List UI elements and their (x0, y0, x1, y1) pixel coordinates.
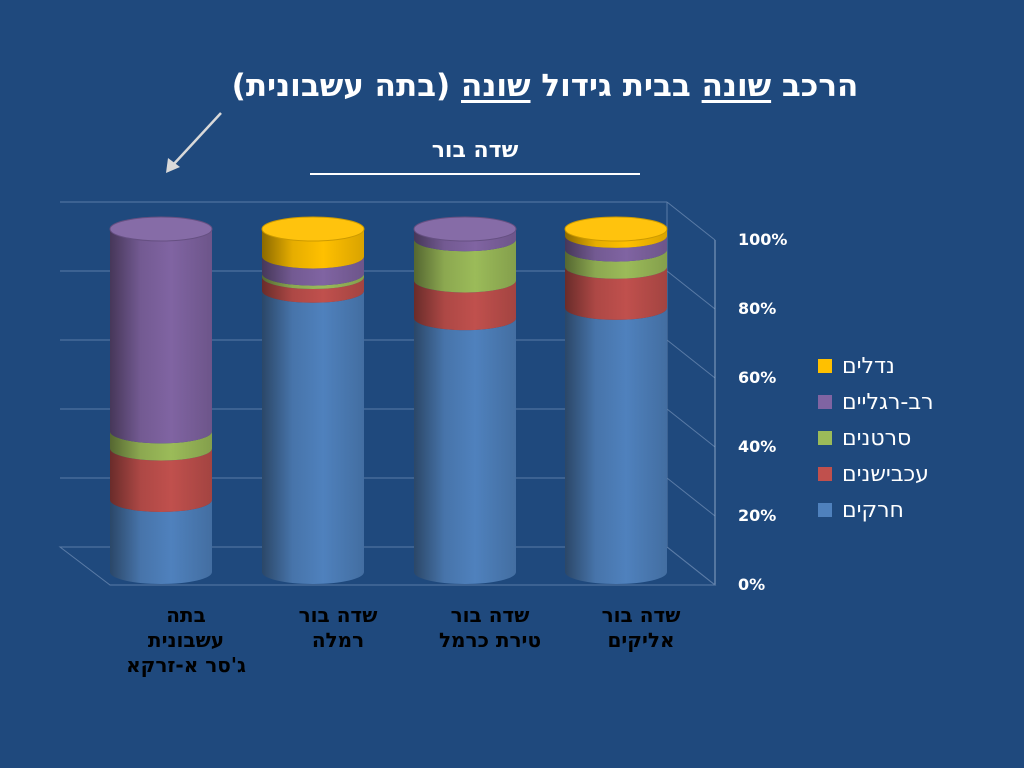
bar-segment-1-series-2 (110, 448, 212, 512)
legend-item-סרטנים: סרטנים (818, 420, 934, 456)
x-category-label-line: שדה בור (450, 603, 530, 627)
x-category-label-line: אליקים (607, 628, 675, 652)
x-category-label: בתה עשבונית ג'סר א-זרקא (96, 603, 276, 678)
legend-label: חרקים (842, 497, 904, 523)
legend-swatch (818, 431, 832, 445)
annotation-arrow (171, 112, 222, 167)
x-category-label-line: שדה בור (601, 603, 681, 627)
gridline-side (666, 408, 716, 448)
legend-item-רב-רגליים: רב-רגליים (818, 384, 934, 420)
y-tick-label: 80% (738, 299, 777, 318)
title-part-4: שונה (461, 68, 531, 104)
x-category-label-line: ג'סר א-זרקא (126, 653, 246, 677)
bar-segment-4-series-4 (565, 235, 667, 262)
y-tick-label: 40% (738, 437, 777, 456)
bar-segment-2-series-3 (262, 273, 364, 290)
bar-segment-2-series-4 (262, 256, 364, 286)
bar-segment-3-series-3 (414, 239, 516, 293)
y-tick-label: 20% (738, 506, 777, 525)
legend-label: נדלים (842, 353, 895, 379)
title-part-5: (בתה עשבונית) (231, 68, 462, 104)
y-tick-label: 0% (738, 575, 766, 594)
legend-item-חרקים: חרקים (818, 492, 934, 528)
bar-top-cap-3 (413, 216, 517, 242)
bar-segment-4-series-2 (565, 266, 667, 320)
x-category-label: שדה בור רמלה (248, 603, 428, 653)
bar-segment-3-series-1 (414, 318, 516, 584)
title-part-2: שונה (701, 68, 772, 104)
y-tick-label: 100% (738, 230, 788, 249)
bar-segment-1-series-1 (110, 499, 212, 584)
chart-legend: נדלים רב-רגליים סרטנים עכבישנים חרקים (818, 348, 934, 528)
legend-swatch (818, 395, 832, 409)
gridline-side (666, 201, 716, 241)
legend-label: רב-רגליים (842, 389, 934, 415)
legend-label: עכבישנים (842, 461, 929, 487)
chart-bars (109, 216, 668, 584)
x-category-label: שדה בור טירת כרמל (400, 603, 580, 653)
gridline-side (666, 270, 716, 310)
bar-segment-2-series-2 (262, 277, 364, 303)
bar-segment-1-series-3 (110, 431, 212, 461)
bar-top-cap-2 (261, 216, 365, 242)
bar-segment-4-series-3 (565, 249, 667, 279)
gridline-side (666, 477, 716, 517)
legend-label: סרטנים (842, 425, 912, 451)
x-category-label-line: טירת כרמל (438, 628, 542, 652)
annotation-arrow-head (166, 158, 180, 173)
bar-top-cap-1 (109, 216, 213, 242)
bar-segment-3-series-2 (414, 280, 516, 331)
legend-swatch (818, 467, 832, 481)
x-category-label: שדה בור אליקים (551, 603, 731, 653)
gridline-side (666, 339, 716, 379)
legend-swatch (818, 359, 832, 373)
x-category-label-line: בתה (166, 603, 206, 627)
chart-title: הרכב שונה בבית גידול שונה (בתה עשבונית) (0, 68, 1024, 104)
title-part-1: הרכב (771, 68, 859, 104)
bar-segment-1-series-4 (110, 229, 212, 444)
x-category-label-line: רמלה (311, 628, 365, 652)
legend-item-עכבישנים: עכבישנים (818, 456, 934, 492)
legend-item-נדלים: נדלים (818, 348, 934, 384)
bar-top-cap-4 (564, 216, 668, 242)
y-tick-label: 60% (738, 368, 777, 387)
bar-segment-2-series-5 (262, 229, 364, 269)
title-part-3: בבית גידול (530, 68, 702, 104)
x-category-label-line: שדה בור (298, 603, 378, 627)
bar-segment-4-series-5 (565, 229, 667, 248)
subtitle-underline (310, 173, 640, 175)
bar-segment-2-series-1 (262, 290, 364, 584)
x-category-label-line: עשבונית (147, 628, 225, 652)
bar-segment-4-series-1 (565, 307, 667, 584)
chart-subtitle: שדה בור (431, 138, 519, 163)
legend-swatch (818, 503, 832, 517)
bar-segment-3-series-4 (414, 229, 516, 252)
